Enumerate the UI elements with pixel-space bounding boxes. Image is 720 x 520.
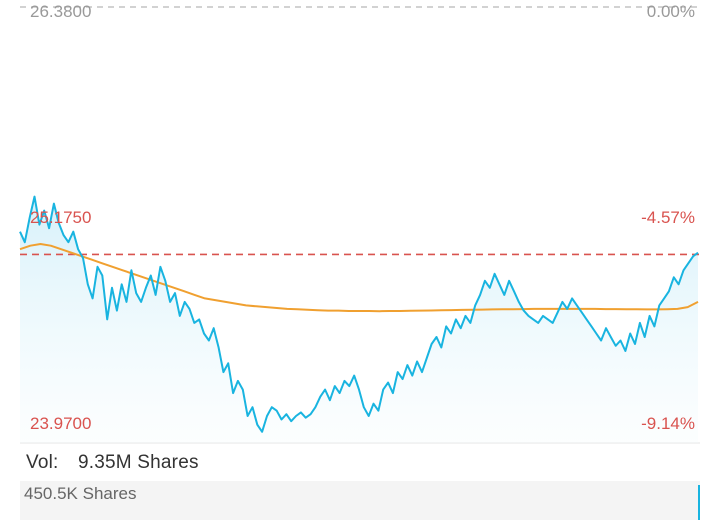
volume-axis-label: 450.5K Shares <box>24 484 137 503</box>
price-area-fill <box>20 196 698 443</box>
y-right-tick-label: -9.14% <box>641 414 695 433</box>
y-right-tick-label: -4.57% <box>641 208 695 227</box>
y-left-tick-label: 25.1750 <box>30 208 91 227</box>
price-chart: 26.3800 25.1750 23.9700 0.00% -4.57% -9.14% <box>19 0 700 444</box>
price-line <box>19 195 699 433</box>
volume-label: Vol: <box>26 452 59 473</box>
y-right-tick-label: 0.00% <box>647 2 695 21</box>
volume-bar <box>698 485 700 520</box>
volume-panel: 450.5K Shares <box>20 481 700 520</box>
y-left-tick-label: 26.3800 <box>30 2 91 21</box>
volume-summary: Vol: 9.35M Shares <box>26 452 199 474</box>
y-left-tick-label: 23.9700 <box>30 414 91 433</box>
volume-value: 9.35M Shares <box>77 452 199 473</box>
